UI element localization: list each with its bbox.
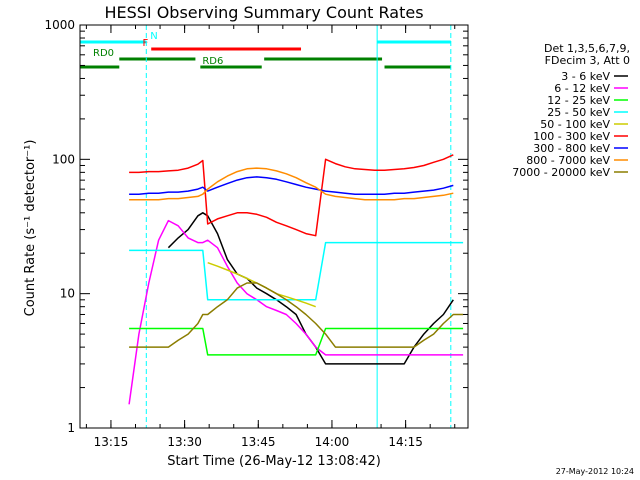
y-tick-label-1: 10 [60, 287, 75, 301]
series-line-5 [129, 154, 454, 237]
legend-label-6: 300 - 800 keV [533, 142, 610, 155]
series-line-1 [128, 219, 464, 405]
series-line-3 [129, 241, 464, 301]
x-tick-label-2: 13:45 [241, 435, 276, 449]
plot-frame [79, 24, 469, 429]
legend-label-8: 7000 - 20000 keV [512, 166, 610, 179]
y-axis: 1 10 100 1000 [44, 18, 468, 435]
legend-header-0: Det 1,3,5,6,7,9, [544, 42, 630, 55]
series-line-6 [129, 176, 454, 195]
y-tick-label-0: 1 [67, 421, 75, 435]
x-tick-label-3: 14:00 [315, 435, 350, 449]
chart-title: HESSI Observing Summary Count Rates [104, 3, 423, 22]
flag-bars: NF RD0 RD6 [80, 31, 451, 69]
y-tick-label-3: 1000 [44, 18, 75, 32]
y-tick-label-2: 100 [52, 152, 75, 166]
legend-label-7: 800 - 7000 keV [526, 154, 610, 167]
flag-label-rd0: RD0 [93, 48, 114, 59]
x-tick-label-1: 13:30 [167, 435, 202, 449]
legend-label-5: 100 - 300 keV [533, 130, 610, 143]
marker-lines [79, 25, 452, 428]
y-axis-label: Count Rate (s⁻¹ detector⁻¹) [23, 140, 38, 317]
flag-label-f: F [142, 38, 148, 49]
x-tick-label-4: 14:15 [388, 435, 423, 449]
x-axis-label: Start Time (26-May-12 13:08:42) [167, 454, 381, 469]
x-axis: 13:15 13:30 13:45 14:00 14:15 [85, 25, 456, 449]
flag-label-n: N [150, 31, 157, 42]
legend-label-2: 12 - 25 keV [547, 94, 610, 107]
legend-header-1: FDecim 3, Att 0 [545, 54, 630, 67]
series-line-7 [129, 167, 454, 201]
legend: Det 1,3,5,6,7,9,FDecim 3, Att 0 3 - 6 keV… [512, 42, 630, 179]
legend-label-4: 50 - 100 keV [540, 118, 610, 131]
flag-label-rd6: RD6 [202, 56, 223, 67]
legend-label-3: 25 - 50 keV [547, 106, 610, 119]
series-line-8 [129, 282, 464, 348]
legend-label-1: 6 - 12 keV [554, 82, 610, 95]
footer-date: 27-May-2012 10:24 [556, 467, 634, 476]
series-line-2 [129, 327, 464, 356]
series-lines [128, 154, 464, 405]
legend-label-0: 3 - 6 keV [561, 70, 610, 83]
x-tick-label-0: 13:15 [94, 435, 129, 449]
